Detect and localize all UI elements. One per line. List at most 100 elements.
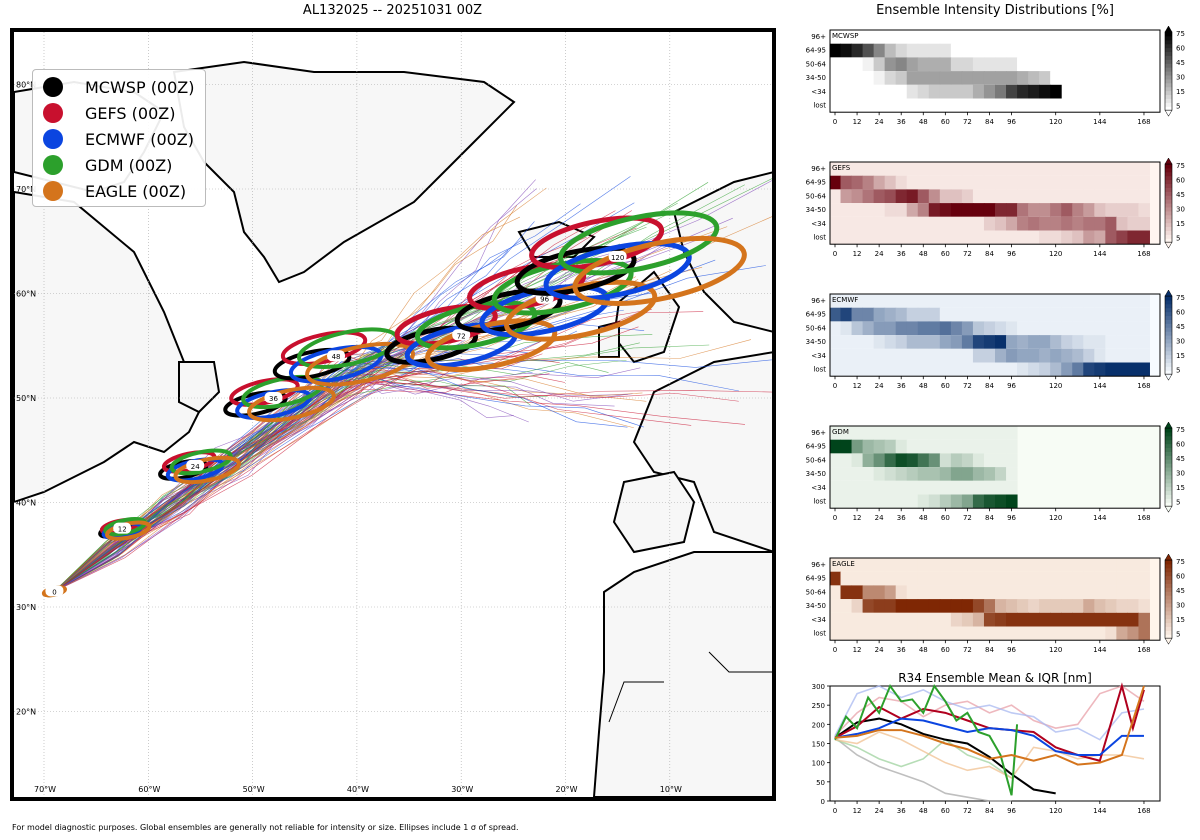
heatmap-cell <box>1127 307 1139 322</box>
heatmap-cell <box>1072 230 1084 245</box>
ellipse-label-bg <box>327 350 346 362</box>
heatmap-cell <box>995 362 1007 377</box>
heatmap-cell <box>829 216 842 231</box>
heatmap-cell <box>1072 189 1084 204</box>
x-tick-label: 168 <box>1137 514 1150 522</box>
heatmap-cell <box>972 467 985 481</box>
colorbar-segment <box>1165 583 1172 588</box>
colorbar-tick-label: 15 <box>1176 352 1185 360</box>
heatmap-cell <box>1050 84 1062 99</box>
heatmap-cell <box>1105 348 1117 363</box>
colorbar-tick-label: 15 <box>1176 88 1185 96</box>
right-charts: MCWSP 96+ 64-95 50-64 34-50 <34 lost 0 12 24 36 48 6… <box>806 25 1185 815</box>
heatmap-cell <box>862 362 875 377</box>
heatmap-row-label: lost <box>813 630 826 638</box>
heatmap-cell <box>851 294 864 308</box>
heatmap-cell <box>1138 307 1150 322</box>
heatmap-panel-label: EAGLE <box>832 560 855 568</box>
heatmap-cell <box>840 453 853 468</box>
heatmap-cell <box>1072 335 1084 349</box>
heatmap-cell <box>939 98 952 113</box>
heatmap-cell <box>928 480 941 495</box>
heatmap-cell <box>983 612 996 627</box>
heatmap-cell <box>906 626 919 641</box>
heatmap-cell <box>1028 203 1040 217</box>
x-tick-label: 168 <box>1137 118 1150 126</box>
heatmap-cell <box>939 467 952 481</box>
heatmap-cell <box>1138 599 1150 613</box>
legend-label: MCWSP (00Z) <box>85 77 195 97</box>
heatmap-cell <box>1039 362 1051 377</box>
heatmap-cell <box>840 162 853 176</box>
heatmap-row-label: 34-50 <box>806 206 826 214</box>
heatmap-cell <box>928 162 941 176</box>
colorbar-segment <box>1165 366 1172 371</box>
colorbar-segment <box>1165 502 1172 507</box>
heatmap-cell <box>983 599 996 613</box>
colorbar-segment <box>1165 82 1172 88</box>
ensemble-track <box>54 179 536 592</box>
colorbar-extend-top <box>1164 553 1173 561</box>
heatmap-cell <box>917 426 930 440</box>
heatmap-cell <box>995 348 1007 363</box>
heatmap-cell <box>1116 216 1128 231</box>
heatmap-cell <box>995 175 1007 190</box>
heatmap-cell <box>851 494 864 509</box>
heatmap-cell <box>1006 30 1018 44</box>
uncertainty-ellipse <box>558 210 720 276</box>
heatmap-cell <box>995 585 1007 600</box>
x-tick-label: 144 <box>1093 807 1107 815</box>
heatmap-panel-label: ECMWF <box>832 296 858 304</box>
heatmap-cell <box>906 175 919 190</box>
colorbar-segment <box>1165 498 1172 503</box>
colorbar-tick-label: 5 <box>1176 366 1180 374</box>
colorbar-extend-bottom <box>1164 637 1173 645</box>
heatmap-cell <box>906 189 919 204</box>
heatmap-cell <box>851 98 864 113</box>
heatmap-cell <box>906 599 919 613</box>
heatmap-cell <box>1017 307 1029 322</box>
legend-item-gdm: GDM (00Z) <box>43 153 172 177</box>
heatmap-cell <box>983 189 996 204</box>
heatmap-cell <box>895 335 908 349</box>
map-canvas[interactable]: 80°N 70°N 60°N 50°N 40°N 30°N 20°N 70°W 60°W 50°W… <box>14 32 772 797</box>
heatmap-cell <box>950 203 963 217</box>
heatmap-cell <box>939 189 952 204</box>
heatmap-cell <box>1127 216 1139 231</box>
heatmap-row-label: 96+ <box>811 165 826 173</box>
heatmap-cell <box>1116 189 1128 204</box>
heatmap-cell <box>895 599 908 613</box>
heatmap-cell <box>851 57 864 72</box>
colorbar-segment <box>1165 579 1172 584</box>
heatmap-cell <box>829 189 842 204</box>
country-border <box>708 651 772 673</box>
heatmap-cell <box>917 43 930 58</box>
heatmap-cell <box>1006 230 1018 245</box>
y-tick-label: 0 <box>821 798 825 806</box>
heatmap-cell <box>1072 599 1084 613</box>
colorbar-segment <box>1165 634 1172 639</box>
uncertainty-ellipse <box>173 455 242 485</box>
heatmap-cell <box>840 571 853 586</box>
heatmap-cell <box>1039 203 1051 217</box>
heatmap-cell <box>928 362 941 377</box>
heatmap-cell <box>995 98 1007 113</box>
x-tick-label: 72 <box>963 646 972 654</box>
heatmap-cell <box>884 203 897 217</box>
track-map[interactable]: 80°N 70°N 60°N 50°N 40°N 30°N 20°N 70°W 60°W 50°W… <box>10 28 776 801</box>
colorbar-segment <box>1165 296 1172 301</box>
colorbar-segment <box>1165 199 1172 204</box>
heatmap-cell <box>950 230 963 245</box>
colorbar-segment <box>1165 443 1172 449</box>
x-tick-label: 48 <box>919 807 928 815</box>
colorbar-extend-bottom <box>1164 373 1173 381</box>
heatmap-cell <box>1138 585 1150 600</box>
heatmap-cell <box>928 348 941 363</box>
colorbar-segment <box>1165 75 1172 80</box>
x-tick-label: 0 <box>833 118 837 126</box>
heatmap-cell <box>1061 362 1073 377</box>
heatmap-cell <box>917 71 930 85</box>
heatmap-cell <box>995 189 1007 204</box>
heatmap-cell <box>884 348 897 363</box>
heatmap-cell <box>983 426 996 440</box>
